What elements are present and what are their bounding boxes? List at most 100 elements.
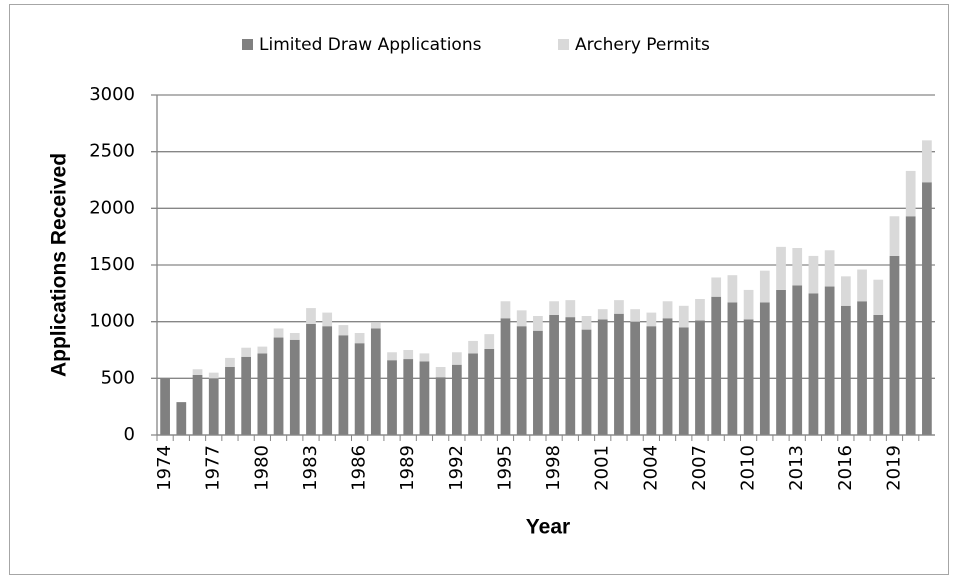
bar-segment [484,334,495,349]
bar-segment [419,361,430,435]
x-axis-label: Year [526,516,570,539]
x-tick-label: 1992 [446,445,467,491]
bar-segment [889,216,900,256]
y-tick-label: 3000 [89,84,135,105]
bar-segment [257,353,268,435]
bar-segment [500,301,511,319]
bar-segment [354,343,365,435]
bar-segment [581,329,592,435]
bar-segment [208,378,219,435]
x-tick-label: 2019 [883,445,904,491]
bar-segment [727,302,738,435]
x-tick-label: 1986 [349,445,370,491]
bar-segment [451,364,462,435]
bar-segment [857,269,867,302]
x-tick-label: 1983 [300,445,321,491]
bar-segment [873,314,884,435]
legend-label: Limited Draw Applications [259,35,482,55]
bar-segment [922,140,932,183]
bar-segment [581,316,592,330]
bar-segment [354,333,365,344]
bar-segment [549,301,559,315]
bar-segment [549,314,559,435]
bar-segment [225,357,235,367]
x-tick-label: 1989 [397,445,418,491]
bar-segment [192,369,203,375]
bar-segment [533,316,543,331]
y-tick-label: 1000 [89,311,135,332]
x-tick-label: 1977 [203,445,224,491]
bar-segment [516,326,527,435]
bar-segment [808,293,819,435]
bar-segment [824,286,835,435]
y-tick-label: 2000 [89,197,135,218]
bar-segment [727,275,738,303]
bar-segment [289,333,300,340]
x-tick-label: 1995 [494,445,515,491]
bar-segment [840,305,851,435]
bar-segment [306,323,316,435]
bar-segment [808,255,819,294]
bar-segment [630,321,641,435]
bar-segment [873,279,884,315]
bar-segment [241,356,252,435]
bar-segment [662,301,673,319]
bar-segment [905,216,916,435]
bar-segment [338,325,349,336]
bar-segment [241,347,252,357]
bar-segment [565,300,576,318]
bar-segment [176,402,187,435]
bar-segment [370,322,381,329]
bar-segment [646,326,657,435]
bar-segment [630,309,641,322]
y-axis-label: Applications Received [48,153,71,377]
bar-segment [614,300,624,314]
bar-segment [646,312,657,327]
bar-segment [160,378,170,435]
bar-segment [338,335,349,435]
bar-segment [306,308,316,324]
bar-segment [289,339,300,435]
bar-segment [759,270,770,303]
bar-segment [743,319,754,435]
chart-border [9,4,949,575]
bar-segment [484,348,495,435]
y-tick-label: 0 [124,424,135,445]
bar-segment [597,319,608,435]
bar-segment [743,289,754,320]
bar-segment [192,374,203,435]
x-tick-label: 1980 [251,445,272,491]
bar-segment [435,377,446,435]
y-tick-label: 500 [101,367,135,388]
bar-segment [533,330,543,435]
bar-segment [792,248,803,286]
bar-segment [208,372,219,379]
bar-segment [597,309,608,320]
x-tick-label: 2001 [592,445,613,491]
bar-segment [695,299,705,321]
bar-segment [257,346,268,354]
bar-segment [824,250,835,287]
bar-segment [922,182,932,435]
bar-segment [387,352,397,361]
bar-segment [678,305,689,328]
x-tick-label: 2010 [738,445,759,491]
legend-swatch [558,39,569,50]
bar-segment [776,289,786,435]
bar-segment [840,276,851,306]
bar-segment [776,246,786,290]
bar-segment [614,313,624,435]
bar-segment [322,312,333,327]
x-tick-label: 1998 [543,445,564,491]
y-tick-label: 2500 [89,141,135,162]
bar-segment [500,318,511,435]
bar-segment [905,170,916,217]
x-tick-label: 2004 [640,445,661,491]
bar-segment [451,352,462,365]
x-tick-label: 2007 [689,445,710,491]
bar-segment [711,277,722,297]
bar-segment [225,367,235,435]
bar-segment [435,367,446,378]
legend-swatch [242,39,253,50]
